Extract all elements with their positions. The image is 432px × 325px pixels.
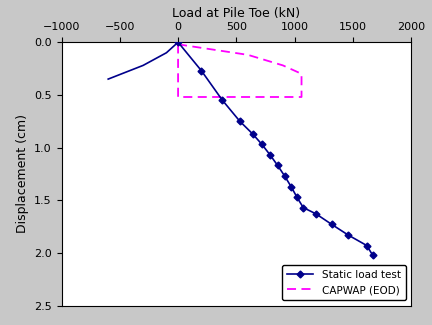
CAPWAP (EOD) [175,42,181,46]
CAPWAP (EOD) [245,53,251,57]
Y-axis label: Displacement (cm): Displacement (cm) [16,114,29,233]
CAPWAP (EOD) [216,95,222,99]
Static load test [364,243,369,247]
Static load test [370,253,375,257]
Static load test [301,206,306,210]
CAPWAP (EOD) [175,42,181,46]
Static load test [294,195,299,199]
Static load test [237,119,242,123]
Static load test [275,163,280,167]
CAPWAP (EOD) [257,95,262,99]
Static load test [289,185,294,188]
Static load test [314,212,319,216]
Static load test [282,174,287,178]
X-axis label: Load at Pile Toe (kN): Load at Pile Toe (kN) [172,7,300,20]
Static load test [220,98,225,102]
Static load test [329,223,334,227]
Legend: Static load test, CAPWAP (EOD): Static load test, CAPWAP (EOD) [282,265,406,300]
CAPWAP (EOD) [299,95,304,99]
CAPWAP (EOD) [175,95,181,99]
Static load test [259,142,264,146]
Static load test [250,132,255,136]
CAPWAP (EOD) [299,72,304,76]
Static load test [175,40,181,44]
Static load test [199,69,204,72]
Line: Static load test: Static load test [176,40,375,257]
Static load test [267,153,273,157]
Line: CAPWAP (EOD): CAPWAP (EOD) [178,44,302,97]
Static load test [346,233,351,237]
CAPWAP (EOD) [280,63,286,67]
